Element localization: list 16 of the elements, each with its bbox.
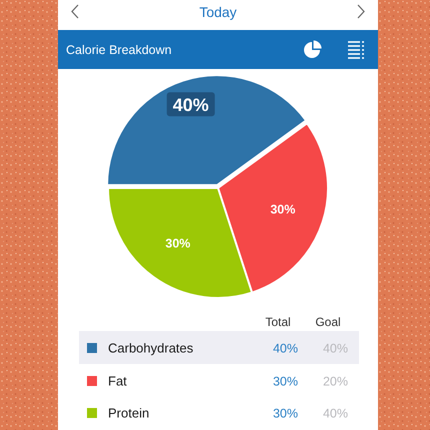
text: 40%: [322, 406, 348, 420]
text: 30%: [272, 406, 298, 420]
text: Goal: [315, 315, 341, 329]
legend-label: Carbohydrates: [108, 340, 194, 356]
data-label: 30%: [270, 202, 296, 217]
data-label: 40%: [172, 94, 209, 115]
text: Total: [265, 315, 291, 329]
chart-title: Calorie Breakdown: [66, 43, 172, 57]
text: 30%: [272, 374, 298, 388]
legend-label: Fat: [108, 374, 128, 388]
text: 40%: [272, 342, 298, 356]
text: 20%: [322, 374, 348, 388]
text: Today: [199, 4, 237, 20]
data-label: 30%: [165, 236, 190, 251]
legend-label: Protein: [108, 406, 150, 420]
text: 40%: [322, 342, 348, 356]
